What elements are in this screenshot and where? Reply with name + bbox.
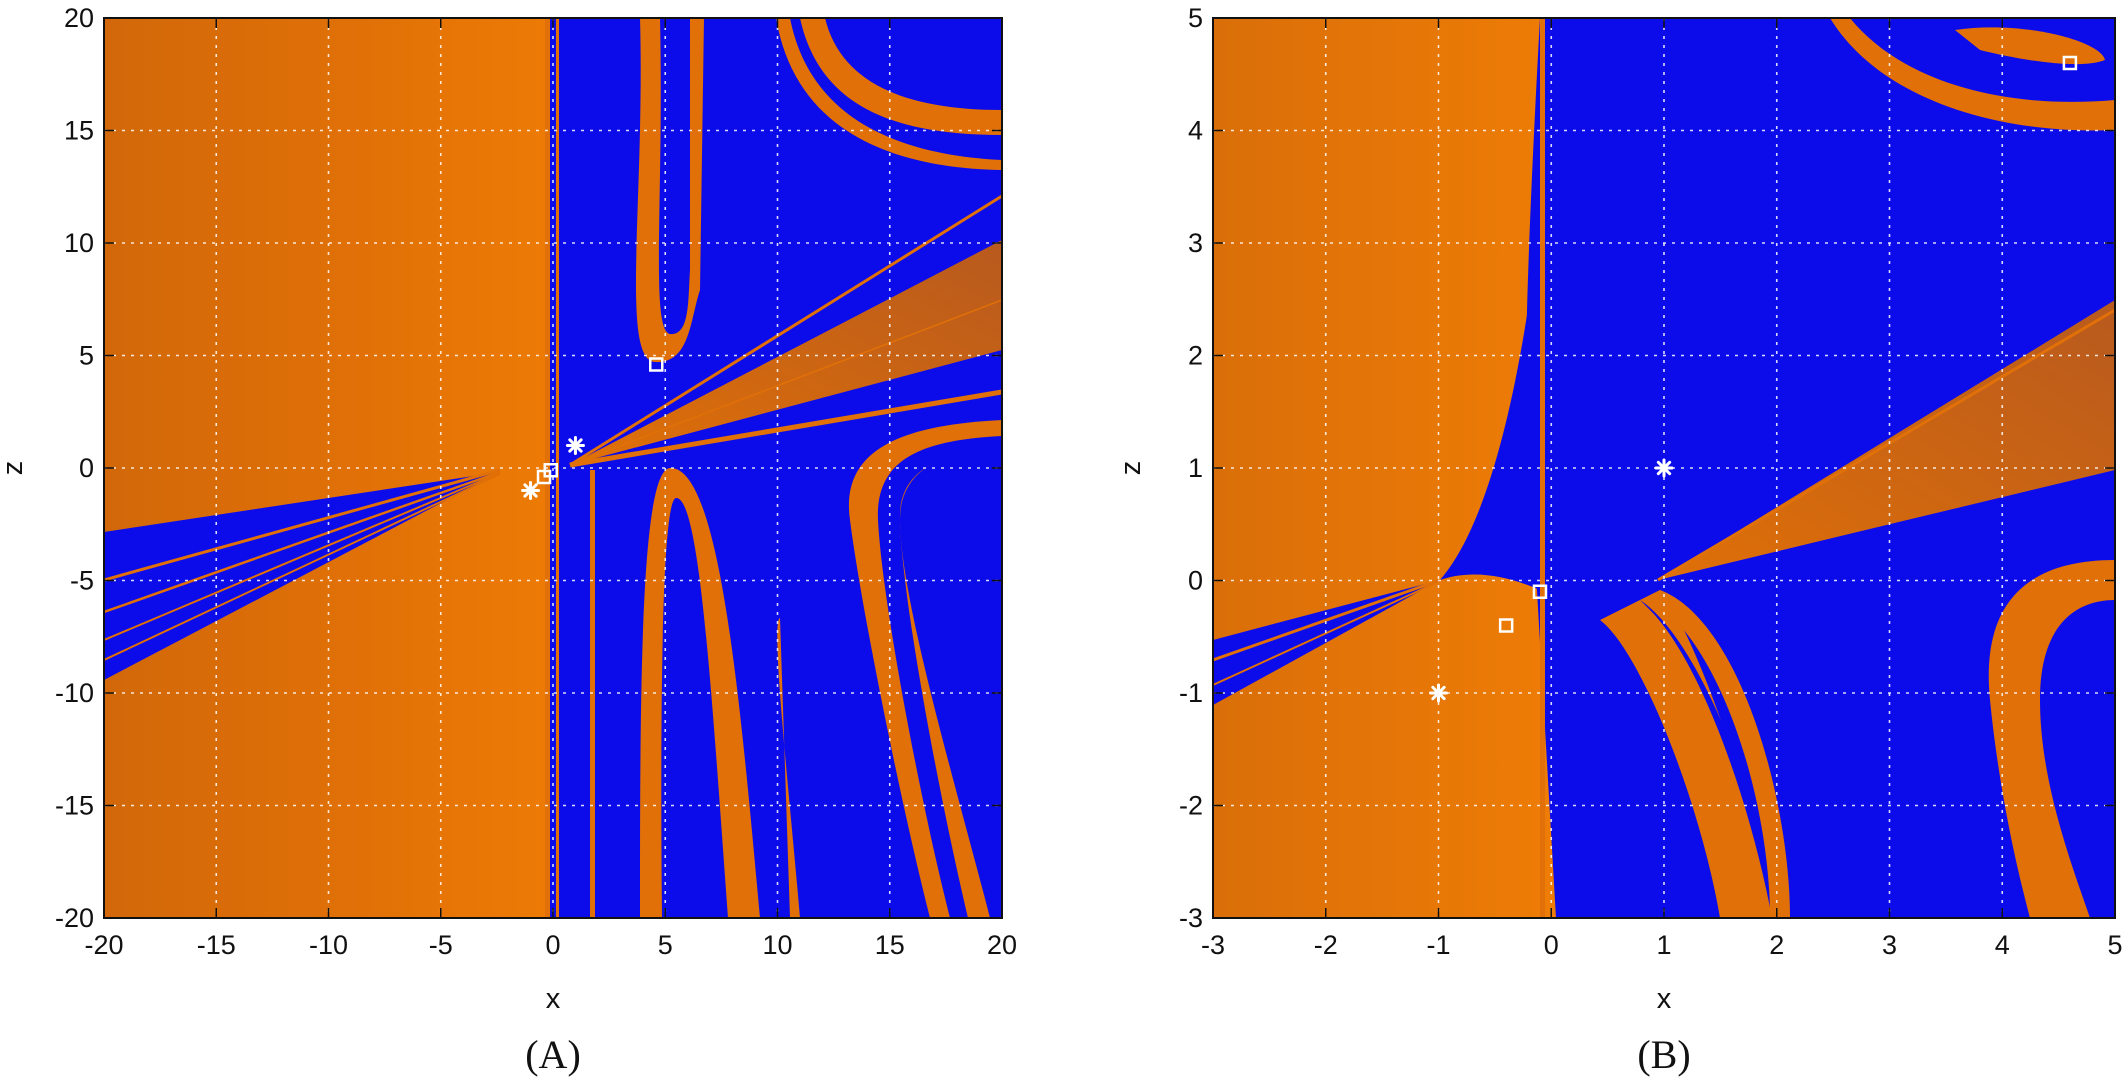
basin-filament — [104, 472, 501, 641]
y-tick-label: 10 — [64, 228, 94, 258]
equilibrium-asterisk-marker — [521, 481, 541, 500]
basin-curl-outer — [776, 18, 1002, 170]
y-tick-label: 20 — [64, 3, 94, 33]
y-tick-label: 0 — [79, 453, 94, 483]
x-tick-label: -1 — [1426, 930, 1450, 960]
grid-b — [1213, 18, 2115, 918]
x-tick-label: 5 — [658, 930, 673, 960]
square-marker — [536, 469, 552, 485]
x-tick-label: 3 — [1882, 930, 1897, 960]
square-marker — [1532, 584, 1548, 599]
basin-wedge-left — [104, 472, 500, 680]
basin-filament — [104, 470, 501, 614]
basin-filament — [1540, 18, 1545, 918]
y-tick-label: -3 — [1179, 903, 1203, 933]
y-tick-label: 1 — [1188, 453, 1203, 483]
y-tick-label: 15 — [64, 116, 94, 146]
basin-wedge-blue-band — [570, 350, 1002, 465]
basin-filament — [1657, 308, 2115, 582]
basin-filament — [104, 468, 501, 582]
x-tick-label: -3 — [1201, 930, 1225, 960]
square-marker — [2062, 55, 2078, 71]
basin-filament — [569, 389, 1002, 468]
basin-filament — [777, 618, 800, 918]
square-marker — [1498, 618, 1514, 633]
plot-frame-a — [103, 17, 1003, 919]
basin-filament — [1213, 578, 1441, 662]
plot-frame-b — [1212, 17, 2116, 919]
x-tick-label: 10 — [762, 930, 792, 960]
x-tick-label: 2 — [1769, 930, 1784, 960]
basin-wedge-right — [570, 240, 1002, 465]
x-tick-label: -10 — [309, 930, 348, 960]
x-tick-label: 0 — [1544, 930, 1559, 960]
y-tick-label: 0 — [1188, 566, 1203, 596]
markers-b — [1429, 55, 2078, 703]
y-tick-label: 4 — [1188, 116, 1203, 146]
y-tick-label: -20 — [55, 903, 94, 933]
y-tick-label: -5 — [70, 566, 94, 596]
asterisk-stroke — [1431, 685, 1446, 701]
basin-filament — [569, 299, 1002, 466]
asterisk-stroke — [568, 438, 583, 453]
y-tick-label: -15 — [55, 791, 94, 821]
basin-hyperbola-lower-right-b — [1988, 560, 2115, 918]
x-tick-label: -2 — [1314, 930, 1338, 960]
basin-curl-upper-right-b — [1830, 18, 2115, 131]
grid-a — [104, 18, 1002, 918]
x-tick-label: 1 — [1656, 930, 1671, 960]
caption-b: (B) — [1637, 1032, 1690, 1077]
y-tick-label: 3 — [1188, 228, 1203, 258]
x-axis-label-a: x — [546, 983, 561, 1015]
x-tick-label: -15 — [197, 930, 236, 960]
x-tick-label: 0 — [545, 930, 560, 960]
axis-ticks-b: -3 -2 -1 0 1 2 3 4 5 -3 -2 -1 0 1 2 3 4 5 — [1179, 3, 2123, 960]
y-tick-label: 5 — [79, 341, 94, 371]
equilibrium-asterisk-marker — [565, 436, 585, 455]
basin-filament — [104, 473, 501, 661]
y-tick-label: 2 — [1188, 341, 1203, 371]
x-tick-label: 4 — [1995, 930, 2010, 960]
x-tick-label: 5 — [2107, 930, 2122, 960]
axis-ticks-a: -20 -15 -10 -5 0 5 10 15 20 -20 -15 -10 -5 0 5 10 15 20 — [55, 3, 1017, 960]
equilibrium-asterisk-marker — [1654, 458, 1674, 478]
x-tick-label: -5 — [429, 930, 453, 960]
basin-wedge-right-b — [1658, 300, 2115, 580]
markers-a — [521, 357, 664, 500]
basin-curl-upper-right — [800, 18, 1002, 135]
x-axis-label-b: x — [1657, 983, 1672, 1015]
basin-tongue-inner — [658, 18, 690, 335]
basin-curl-tip-b — [1955, 27, 2105, 65]
y-axis-label-b: z — [1115, 461, 1147, 476]
y-axis-label-a: z — [0, 461, 29, 476]
y-tick-label: -1 — [1179, 678, 1203, 708]
panel-b: -3 -2 -1 0 1 2 3 4 5 -3 -2 -1 0 1 2 3 4 5 x z (B) — [1115, 3, 2123, 1077]
panel-a: -20 -15 -10 -5 0 5 10 15 20 -20 -15 -10 -5 0 5 10 15 20 x… — [0, 3, 1017, 1077]
equilibrium-asterisk-marker — [1429, 683, 1448, 703]
y-tick-label: 5 — [1188, 3, 1203, 33]
basin-region-orange — [104, 18, 545, 918]
asterisk-stroke — [1656, 460, 1672, 476]
basin-wedge-left-b — [1213, 580, 1440, 705]
y-tick-label: -2 — [1179, 791, 1203, 821]
basin-hyperbola-inner — [877, 436, 1002, 918]
basin-filament — [569, 194, 1002, 467]
x-tick-label: 15 — [875, 930, 905, 960]
caption-a: (A) — [525, 1032, 581, 1077]
x-tick-label: 20 — [987, 930, 1017, 960]
basin-tongue-lower-inner — [661, 497, 728, 918]
basin-band-lower — [1600, 590, 1780, 918]
x-tick-label: -20 — [84, 930, 123, 960]
basin-band-lower — [1650, 590, 1790, 918]
basin-filament — [590, 470, 595, 918]
square-marker — [649, 357, 664, 372]
basin-band-inner — [1640, 600, 1780, 918]
y-tick-label: -10 — [55, 678, 94, 708]
asterisk-stroke — [523, 483, 538, 498]
